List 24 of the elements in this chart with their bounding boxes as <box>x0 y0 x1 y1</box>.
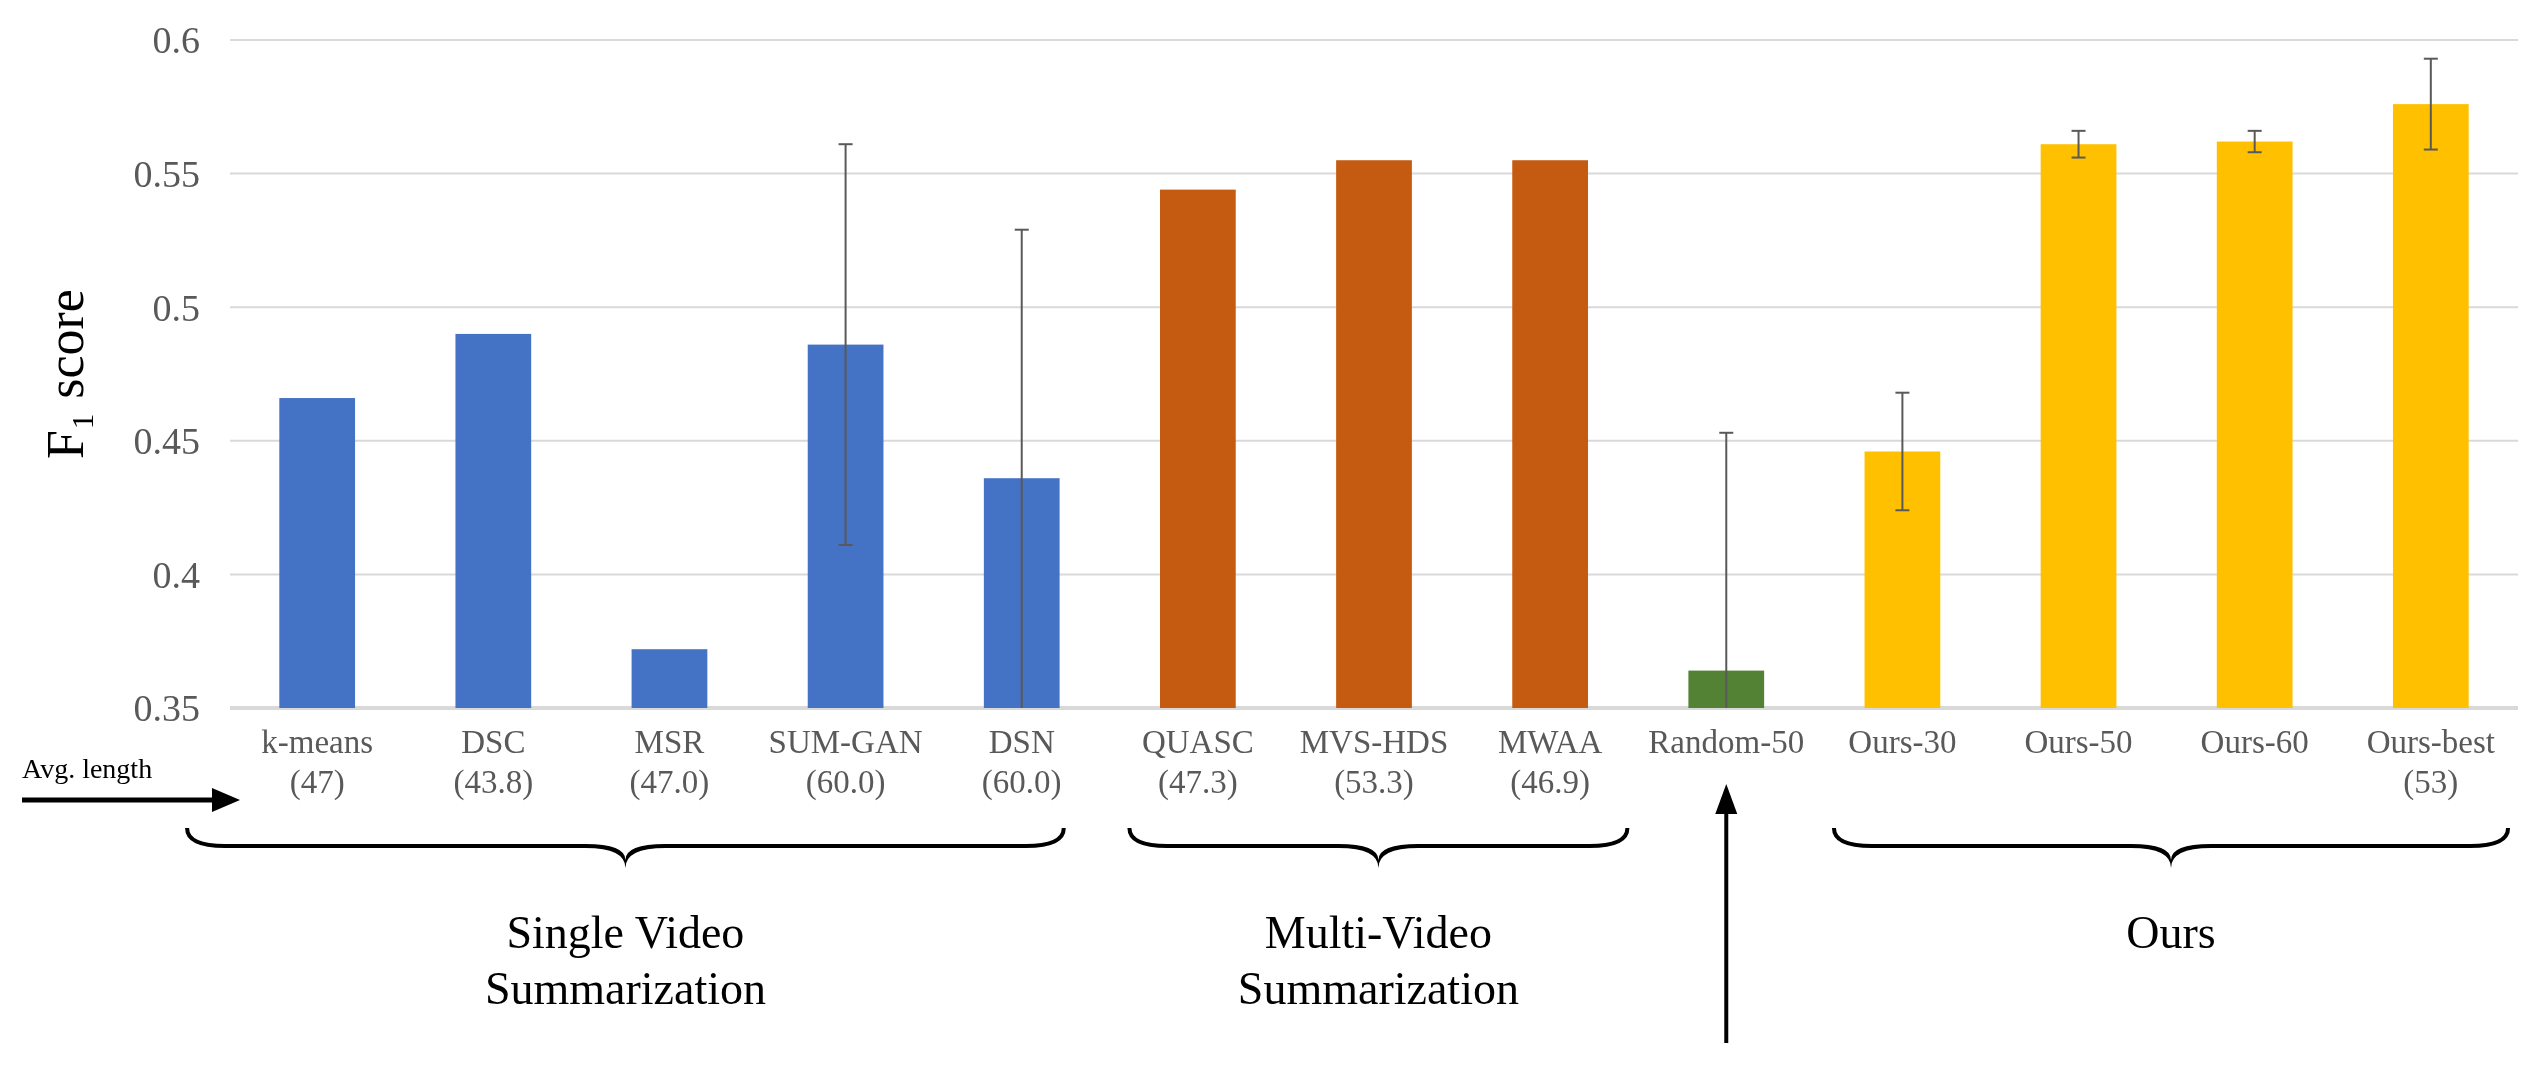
x-tick-label: QUASC (47.3) <box>1141 724 1254 801</box>
x-tick-label: Ours-50 <box>2024 724 2133 760</box>
x-tick-label: DSC (43.8) <box>453 724 534 801</box>
text: Avg. length <box>22 753 153 784</box>
y-tick-label: 0.55 <box>133 152 200 195</box>
x-tick-label: SUM-GAN (60.0) <box>768 724 923 801</box>
text: Ours <box>2126 907 2216 958</box>
text: Multi-Video Summarization <box>1237 907 1519 1014</box>
y-axis-title: F₁ score <box>37 289 94 459</box>
y-tick-label: 0.35 <box>133 687 200 730</box>
x-tick-label: MSR (47.0) <box>629 724 710 801</box>
text: Single Video Summarization <box>484 907 766 1014</box>
y-tick-label: 0.4 <box>152 553 200 596</box>
y-tick-label: 0.5 <box>152 286 200 329</box>
x-tick-label: k-means (47) <box>261 724 374 801</box>
x-tick-label: Ours-30 <box>1848 724 1957 760</box>
x-tick-label: Ours-best (53) <box>2366 724 2495 801</box>
x-tick-label: DSN (60.0) <box>981 724 1062 801</box>
x-tick-label: MVS-HDS (53.3) <box>1299 724 1449 801</box>
y-tick-label: 0.45 <box>133 420 200 463</box>
x-tick-label: Random-50 <box>1648 724 1805 760</box>
x-tick-label: MWAA (46.9) <box>1497 724 1603 801</box>
x-tick-label: Ours-60 <box>2200 724 2309 760</box>
y-tick-label: 0.6 <box>152 19 200 62</box>
